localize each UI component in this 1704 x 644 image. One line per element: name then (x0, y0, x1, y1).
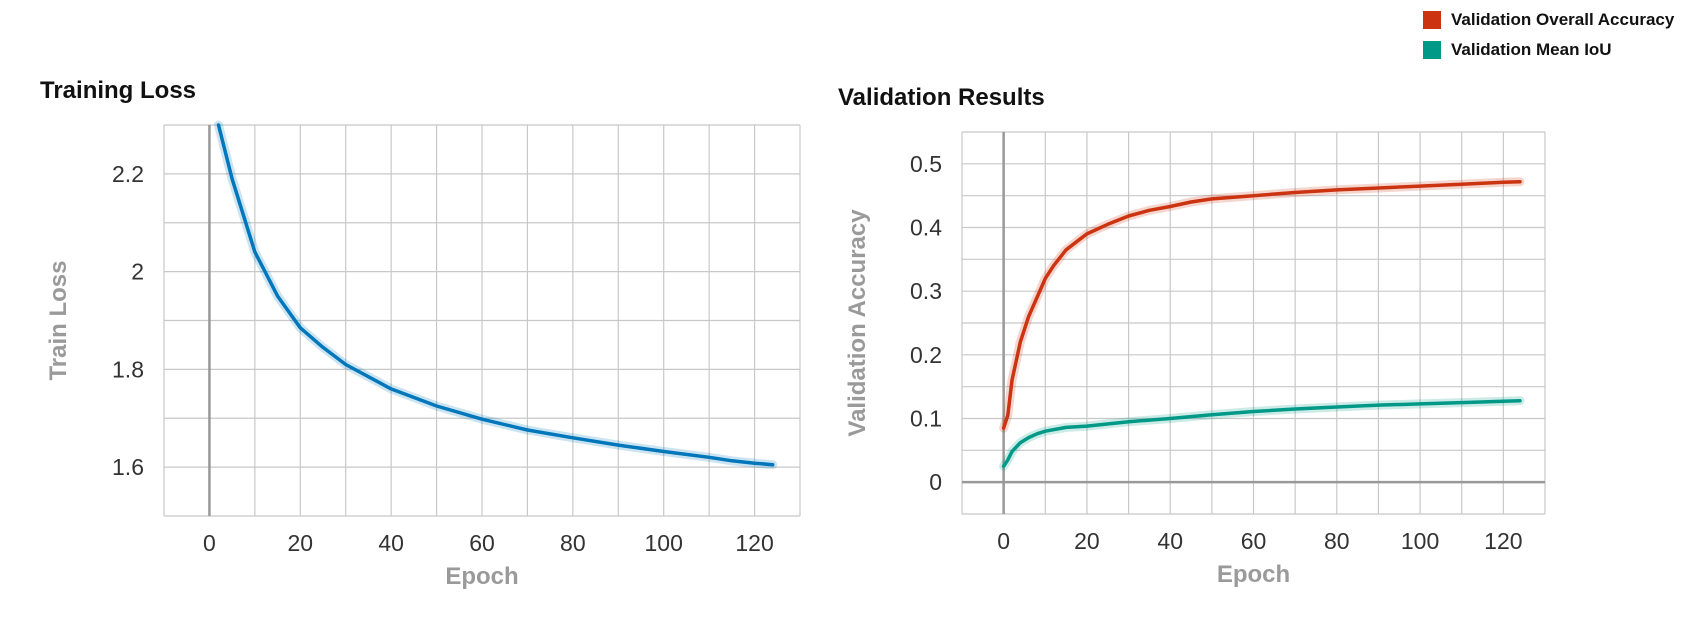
legend-item-mean-iou[interactable]: Validation Mean IoU (1423, 35, 1674, 65)
legend-swatch-overall-accuracy (1423, 11, 1441, 29)
chart2-y-tick-label: 0.1 (910, 406, 942, 432)
legend-label-overall-accuracy: Validation Overall Accuracy (1451, 10, 1675, 29)
chart1-x-tick-label: 80 (560, 530, 586, 556)
chart2-x-tick-label: 60 (1241, 528, 1267, 554)
chart1-series-line (216, 123, 775, 467)
chart2-x-tick-label: 100 (1401, 528, 1439, 554)
chart2-x-tick-label: 40 (1157, 528, 1183, 554)
chart2-x-tick-label: 20 (1074, 528, 1100, 554)
chart2-y-tick-label: 0.4 (910, 215, 942, 241)
chart2-y-tick-label: 0.3 (910, 278, 942, 304)
legend: Validation Overall Accuracy Validation M… (1423, 5, 1674, 65)
chart1-y-tick-label: 2.2 (112, 161, 144, 187)
chart1-x-tick-label: 120 (735, 530, 773, 556)
chart2-validation-overall-accuracy-halo (999, 177, 1525, 433)
chart1-series-halo (214, 120, 778, 470)
legend-item-overall-accuracy[interactable]: Validation Overall Accuracy (1423, 5, 1674, 35)
chart1-x-tick-label: 60 (469, 530, 495, 556)
chart1-xlabel: Epoch (445, 563, 518, 590)
chart2-y-tick-label: 0.5 (910, 151, 942, 177)
chart1-x-tick-label: 0 (203, 530, 216, 556)
legend-label-mean-iou: Validation Mean IoU (1451, 40, 1612, 59)
chart1-x-tick-label: 40 (378, 530, 404, 556)
chart2-xlabel: Epoch (1217, 561, 1290, 588)
chart2-y-tick-label: 0.2 (910, 342, 942, 368)
chart2-validation-mean-iou-line (1001, 398, 1522, 469)
chart2-x-tick-label: 0 (997, 528, 1010, 554)
chart2-ylabel: Validation Accuracy (844, 209, 871, 437)
chart2-x-tick-label: 120 (1484, 528, 1522, 554)
chart1-title: Training Loss (40, 77, 196, 104)
chart1-ylabel: Train Loss (45, 260, 72, 380)
chart2-title: Validation Results (838, 84, 1045, 111)
chart1-x-tick-label: 100 (645, 530, 683, 556)
chart1-y-tick-label: 2 (131, 259, 144, 285)
legend-swatch-mean-iou (1423, 41, 1441, 59)
chart2-y-tick-label: 0 (929, 469, 942, 495)
chart1-x-tick-label: 20 (287, 530, 313, 556)
chart2-validation-overall-accuracy-line (1001, 179, 1522, 430)
chart1-y-tick-label: 1.6 (112, 454, 144, 480)
chart1-y-tick-label: 1.8 (112, 356, 144, 382)
chart2-x-tick-label: 80 (1324, 528, 1350, 554)
